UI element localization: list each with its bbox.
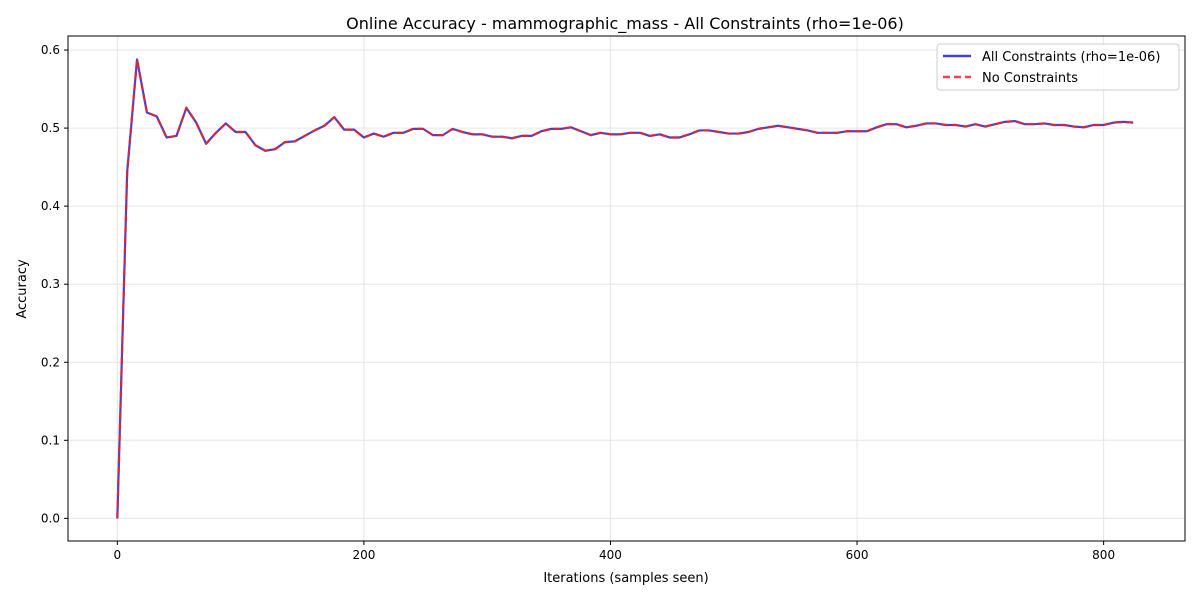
y-tick-label: 0.6: [41, 43, 60, 57]
y-tick-label: 0.0: [41, 511, 60, 525]
x-axis-ticks: 0 200 400 600 800: [113, 541, 1115, 562]
legend: All Constraints (rho=1e-06) No Constrain…: [936, 43, 1180, 91]
legend-label-no-constraints: No Constraints: [982, 71, 1078, 86]
series-line-no-constraints: [116, 58, 1134, 519]
x-axis-label: Iterations (samples seen): [543, 571, 708, 586]
x-tick-label: 200: [352, 548, 375, 562]
y-axis-ticks: 0.0 0.1 0.2 0.3 0.4 0.5 0.6: [41, 43, 68, 525]
chart-title: Online Accuracy - mammographic_mass - Al…: [346, 14, 904, 34]
y-tick-label: 0.2: [41, 355, 60, 369]
y-axis-label: Accuracy: [15, 259, 30, 319]
legend-label-all-constraints: All Constraints (rho=1e-06): [982, 50, 1160, 65]
y-tick-label: 0.3: [41, 277, 60, 291]
x-tick-label: 0: [113, 548, 121, 562]
y-tick-label: 0.4: [41, 199, 60, 213]
x-tick-label: 600: [846, 548, 869, 562]
legend-box: [936, 43, 1180, 91]
plot-lines: [116, 58, 1134, 519]
plot-area-frame: [67, 35, 1186, 542]
x-tick-label: 800: [1092, 548, 1115, 562]
grid: [68, 36, 1185, 541]
y-tick-label: 0.5: [41, 121, 60, 135]
x-tick-label: 400: [599, 548, 622, 562]
y-tick-label: 0.1: [41, 433, 60, 447]
